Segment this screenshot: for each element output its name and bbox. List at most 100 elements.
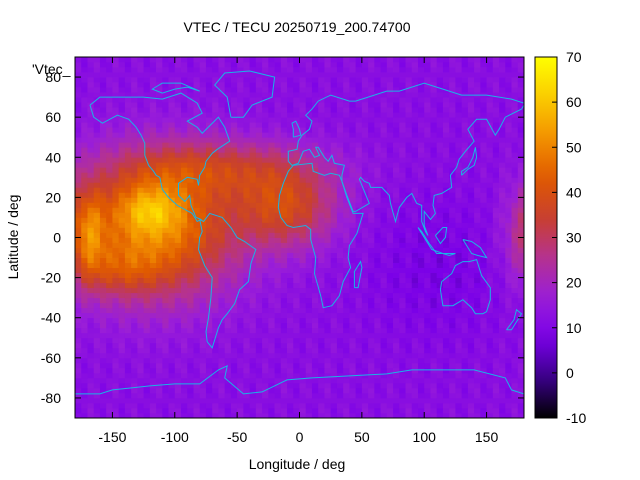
heatmap-cell xyxy=(311,132,319,138)
heatmap-cell xyxy=(131,297,138,304)
heatmap-cell xyxy=(436,237,444,243)
heatmap-cell xyxy=(149,262,157,268)
heatmap-cell xyxy=(474,212,481,218)
heatmap-cell xyxy=(361,177,369,183)
heatmap-cell xyxy=(511,127,519,133)
heatmap-cell xyxy=(480,332,487,339)
heatmap-cell xyxy=(336,72,344,78)
heatmap-cell xyxy=(361,272,369,279)
heatmap-cell xyxy=(274,217,282,223)
heatmap-cell xyxy=(187,72,194,78)
heatmap-cell xyxy=(112,112,120,118)
heatmap-cell xyxy=(299,232,307,238)
heatmap-cell xyxy=(436,147,444,153)
heatmap-cell xyxy=(224,87,232,93)
heatmap-cell xyxy=(361,307,369,314)
heatmap-cell xyxy=(243,117,251,123)
heatmap-cell xyxy=(237,127,244,133)
heatmap-cell xyxy=(193,372,201,379)
heatmap-cell xyxy=(343,257,350,263)
heatmap-cell xyxy=(424,407,431,414)
heatmap-cell xyxy=(374,102,381,108)
heatmap-cell xyxy=(280,377,288,384)
heatmap-cell xyxy=(187,362,194,369)
heatmap-cell xyxy=(81,97,88,103)
heatmap-cell xyxy=(81,362,88,369)
heatmap-cell xyxy=(417,272,425,279)
heatmap-cell xyxy=(499,92,506,98)
heatmap-cell xyxy=(374,392,381,399)
heatmap-cell xyxy=(299,227,307,233)
heatmap-cell xyxy=(517,352,524,359)
heatmap-cell xyxy=(118,307,126,314)
heatmap-cell xyxy=(405,252,413,258)
heatmap-cell xyxy=(511,297,519,304)
heatmap-cell xyxy=(230,322,238,329)
heatmap-cell xyxy=(212,232,219,238)
heatmap-cell xyxy=(405,162,413,168)
heatmap-cell xyxy=(274,137,282,143)
heatmap-cell xyxy=(299,152,307,158)
heatmap-cell xyxy=(81,247,88,253)
heatmap-cell xyxy=(168,412,176,418)
heatmap-cell xyxy=(193,297,201,304)
heatmap-cell xyxy=(274,87,282,93)
heatmap-cell xyxy=(112,177,120,183)
heatmap-cell xyxy=(355,237,363,243)
heatmap-cell xyxy=(517,347,524,354)
heatmap-cell xyxy=(505,197,512,203)
heatmap-cell xyxy=(336,377,344,384)
heatmap-cell xyxy=(268,112,275,118)
heatmap-cell xyxy=(249,192,257,198)
heatmap-cell xyxy=(249,317,257,324)
heatmap-cell xyxy=(156,127,163,133)
heatmap-cell xyxy=(455,317,463,324)
heatmap-cell xyxy=(118,342,126,349)
heatmap-cell xyxy=(499,72,506,78)
heatmap-cell xyxy=(274,142,282,148)
heatmap-cell xyxy=(324,197,332,203)
heatmap-cell xyxy=(274,202,282,208)
heatmap-cell xyxy=(243,222,251,228)
heatmap-cell xyxy=(430,152,438,158)
heatmap-cell xyxy=(424,197,431,203)
heatmap-cell xyxy=(268,267,275,273)
heatmap-cell xyxy=(224,72,232,78)
heatmap-cell xyxy=(149,142,157,148)
heatmap-cell xyxy=(112,137,120,143)
heatmap-cell xyxy=(324,147,332,153)
heatmap-cell xyxy=(492,232,500,238)
heatmap-cell xyxy=(280,112,288,118)
heatmap-cell xyxy=(480,272,487,279)
heatmap-cell xyxy=(118,192,126,198)
heatmap-cell xyxy=(262,102,269,108)
heatmap-cell xyxy=(474,332,481,339)
heatmap-cell xyxy=(461,182,469,188)
heatmap-cell xyxy=(224,232,232,238)
heatmap-cell xyxy=(118,92,126,98)
heatmap-cell xyxy=(461,322,469,329)
heatmap-cell xyxy=(112,187,120,193)
heatmap-cell xyxy=(205,112,213,118)
heatmap-cell xyxy=(349,107,357,113)
heatmap-cell xyxy=(430,277,438,284)
heatmap-cell xyxy=(262,397,269,404)
heatmap-cell xyxy=(343,297,350,304)
heatmap-cell xyxy=(417,167,425,173)
heatmap-cell xyxy=(212,302,219,309)
heatmap-cell xyxy=(474,257,481,263)
heatmap-cell xyxy=(287,82,294,88)
heatmap-cell xyxy=(75,197,82,203)
heatmap-cell xyxy=(131,277,138,284)
heatmap-cell xyxy=(505,142,512,148)
heatmap-cell xyxy=(499,337,506,344)
heatmap-cell xyxy=(424,362,431,369)
heatmap-cell xyxy=(299,197,307,203)
heatmap-cell xyxy=(156,187,163,193)
heatmap-cell xyxy=(174,377,182,384)
heatmap-cell xyxy=(349,327,357,334)
heatmap-cell xyxy=(455,372,463,379)
heatmap-cell xyxy=(380,282,388,289)
heatmap-cell xyxy=(349,337,357,344)
heatmap-cell xyxy=(449,77,456,83)
